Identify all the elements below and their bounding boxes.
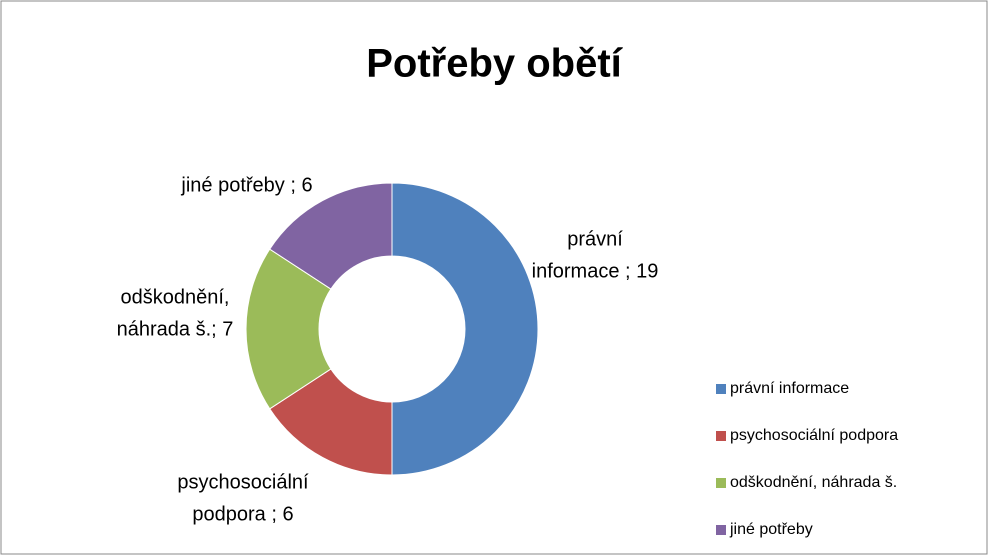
legend-swatch bbox=[716, 478, 726, 488]
legend-swatch bbox=[716, 384, 726, 394]
donut-slice bbox=[245, 248, 332, 410]
donut-slice bbox=[269, 182, 393, 290]
donut-slice bbox=[391, 182, 539, 476]
data-label: jiné potřeby ; 6 bbox=[180, 174, 312, 196]
data-label: právní bbox=[567, 228, 623, 250]
chart-title: Potřeby obětí bbox=[366, 42, 623, 86]
data-label: psychosociální bbox=[177, 471, 309, 493]
data-label: odškodnění, bbox=[121, 286, 230, 308]
data-label: náhrada š.; 7 bbox=[117, 318, 234, 340]
legend-label: jiné potřeby bbox=[729, 521, 813, 538]
legend-swatch bbox=[716, 431, 726, 441]
legend-label: psychosociální podpora bbox=[730, 427, 898, 444]
data-label: podpora ; 6 bbox=[192, 503, 293, 525]
legend-swatch bbox=[716, 525, 726, 535]
legend-label: odškodnění, náhrada š. bbox=[730, 474, 897, 491]
legend-label: právní informace bbox=[730, 380, 849, 397]
data-label: informace ; 19 bbox=[532, 260, 659, 282]
